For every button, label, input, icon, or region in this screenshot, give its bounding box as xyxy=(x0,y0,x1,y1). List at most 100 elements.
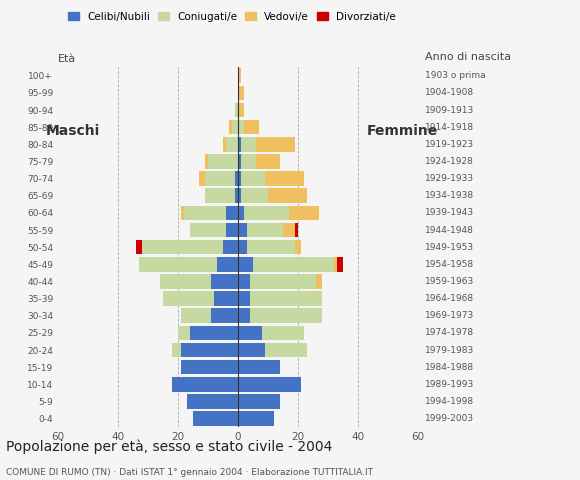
Bar xyxy=(181,205,184,220)
Bar xyxy=(238,85,244,100)
Bar xyxy=(226,137,238,152)
Bar xyxy=(205,154,208,169)
Bar xyxy=(238,120,244,134)
Bar xyxy=(264,343,307,357)
Text: 1934-1938: 1934-1938 xyxy=(425,191,474,200)
Bar xyxy=(184,205,226,220)
Text: Età: Età xyxy=(58,54,76,64)
Text: 1954-1958: 1954-1958 xyxy=(425,260,474,269)
Bar xyxy=(256,137,295,152)
Text: 1959-1963: 1959-1963 xyxy=(425,277,474,286)
Bar xyxy=(208,154,238,169)
Bar xyxy=(238,343,264,357)
Bar xyxy=(229,120,232,134)
Text: 1969-1973: 1969-1973 xyxy=(425,311,474,320)
Bar xyxy=(250,291,322,306)
Bar xyxy=(211,309,238,323)
Bar xyxy=(178,325,190,340)
Bar xyxy=(223,240,238,254)
Bar xyxy=(226,223,238,237)
Bar xyxy=(190,223,226,237)
Bar xyxy=(172,377,238,392)
Bar xyxy=(247,240,295,254)
Bar xyxy=(238,309,250,323)
Bar xyxy=(238,291,250,306)
Bar xyxy=(238,394,280,409)
Text: 1989-1993: 1989-1993 xyxy=(425,380,474,389)
Bar xyxy=(139,257,217,272)
Text: 1909-1913: 1909-1913 xyxy=(425,106,474,115)
Bar xyxy=(172,343,181,357)
Bar xyxy=(256,154,280,169)
Bar xyxy=(264,171,304,186)
Bar xyxy=(244,205,289,220)
Bar xyxy=(181,309,211,323)
Bar xyxy=(238,154,241,169)
Bar xyxy=(205,189,235,203)
Bar xyxy=(253,257,334,272)
Bar xyxy=(238,69,241,83)
Bar xyxy=(334,257,336,272)
Text: 1939-1943: 1939-1943 xyxy=(425,208,474,217)
Bar xyxy=(163,291,214,306)
Bar xyxy=(193,411,238,426)
Bar xyxy=(211,274,238,289)
Bar xyxy=(226,205,238,220)
Bar xyxy=(235,171,238,186)
Text: 1999-2003: 1999-2003 xyxy=(425,414,474,423)
Text: 1924-1928: 1924-1928 xyxy=(425,157,474,166)
Bar xyxy=(244,120,259,134)
Bar xyxy=(283,223,295,237)
Bar xyxy=(250,274,316,289)
Text: 1984-1988: 1984-1988 xyxy=(425,363,474,372)
Bar xyxy=(190,325,238,340)
Bar xyxy=(247,223,283,237)
Bar xyxy=(136,240,142,254)
Bar xyxy=(262,325,304,340)
Bar xyxy=(238,189,241,203)
Bar xyxy=(295,223,298,237)
Text: 1979-1983: 1979-1983 xyxy=(425,346,474,355)
Bar xyxy=(160,274,211,289)
Bar xyxy=(316,274,322,289)
Text: 1994-1998: 1994-1998 xyxy=(425,397,474,406)
Bar xyxy=(238,240,247,254)
Bar xyxy=(241,137,256,152)
Bar xyxy=(238,377,300,392)
Bar xyxy=(241,189,268,203)
Text: Popolazione per età, sesso e stato civile - 2004: Popolazione per età, sesso e stato civil… xyxy=(6,439,332,454)
Text: 1949-1953: 1949-1953 xyxy=(425,243,474,252)
Bar xyxy=(336,257,343,272)
Bar xyxy=(214,291,238,306)
Bar xyxy=(238,257,253,272)
Text: 1904-1908: 1904-1908 xyxy=(425,88,474,97)
Bar xyxy=(217,257,238,272)
Bar xyxy=(238,137,241,152)
Bar xyxy=(250,309,322,323)
Bar xyxy=(241,154,256,169)
Text: Anno di nascita: Anno di nascita xyxy=(425,52,512,62)
Bar xyxy=(205,171,235,186)
Text: 1964-1968: 1964-1968 xyxy=(425,294,474,303)
Text: 1914-1918: 1914-1918 xyxy=(425,123,474,132)
Text: 1944-1948: 1944-1948 xyxy=(425,226,474,235)
Bar xyxy=(187,394,238,409)
Text: 1929-1933: 1929-1933 xyxy=(425,174,474,183)
Bar xyxy=(181,360,238,374)
Bar xyxy=(238,411,274,426)
Bar xyxy=(238,325,262,340)
Text: Femmine: Femmine xyxy=(367,124,438,138)
Text: 1919-1923: 1919-1923 xyxy=(425,140,474,149)
Bar xyxy=(238,171,241,186)
Text: Maschi: Maschi xyxy=(46,124,100,138)
Bar xyxy=(235,103,238,117)
Text: COMUNE DI RUMO (TN) · Dati ISTAT 1° gennaio 2004 · Elaborazione TUTTITALIA.IT: COMUNE DI RUMO (TN) · Dati ISTAT 1° genn… xyxy=(6,468,373,477)
Bar xyxy=(268,189,307,203)
Bar xyxy=(238,205,244,220)
Bar xyxy=(142,240,223,254)
Legend: Celibi/Nubili, Coniugati/e, Vedovi/e, Divorziati/e: Celibi/Nubili, Coniugati/e, Vedovi/e, Di… xyxy=(66,10,398,24)
Bar xyxy=(241,171,264,186)
Bar xyxy=(199,171,205,186)
Bar xyxy=(238,223,247,237)
Text: 1903 o prima: 1903 o prima xyxy=(425,71,486,80)
